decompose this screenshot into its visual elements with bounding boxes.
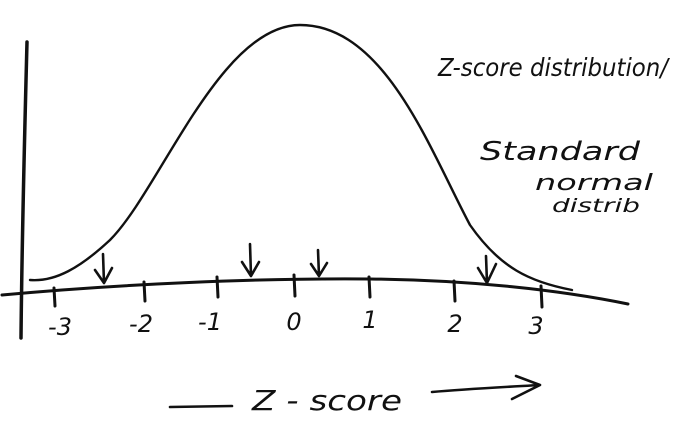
alt-label-distrib: distrib: [552, 195, 640, 217]
arrow-down-icon: [240, 242, 261, 278]
tick-label: 2: [447, 310, 462, 338]
alt-label-standard: Standard: [480, 137, 641, 167]
arrow-down-icon: [309, 248, 329, 278]
tick-label: -2: [129, 310, 153, 338]
curve-label: Z-score distribution/: [437, 53, 670, 82]
tick-label: -1: [198, 308, 222, 336]
tick-labels: -3 -2 -1 0 1 2 3: [48, 306, 544, 341]
tick-mark: [452, 279, 457, 303]
x-axis-line: [0, 277, 630, 306]
bell-curve: [28, 23, 574, 292]
tick-label: -3: [48, 313, 72, 341]
arrow-down-icon: [93, 252, 114, 285]
tick-marks: [52, 273, 544, 309]
tick-mark: [52, 286, 57, 308]
tick-mark: [142, 280, 147, 303]
alt-label-normal: normal: [535, 171, 653, 196]
arrow-right-icon: [430, 374, 542, 401]
tick-label: 0: [286, 308, 301, 336]
tick-label: 1: [362, 306, 377, 334]
tick-mark: [292, 273, 297, 298]
y-axis-line: [19, 40, 29, 340]
axis-title-dash: [168, 404, 234, 409]
axis-title: Z - score: [251, 384, 402, 417]
tick-mark: [367, 275, 372, 299]
arrow-down-icon: [476, 254, 498, 285]
tick-mark: [215, 275, 220, 299]
tick-label: 3: [528, 312, 543, 340]
tick-mark: [539, 284, 544, 309]
